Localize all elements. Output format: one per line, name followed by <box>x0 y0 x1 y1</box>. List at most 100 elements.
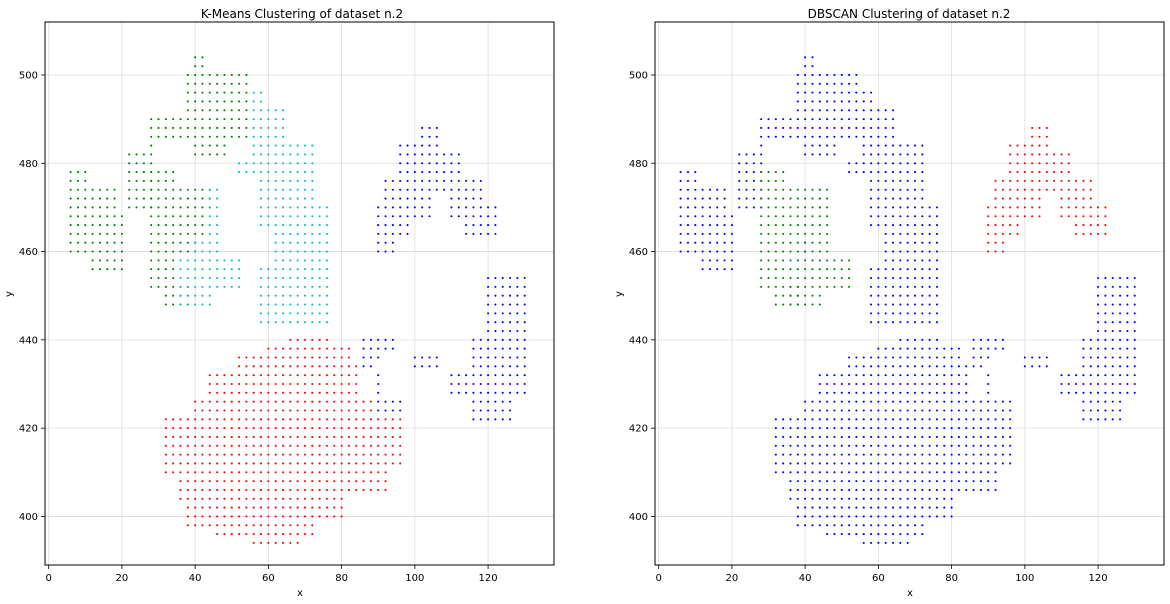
data-point <box>311 338 314 341</box>
data-point <box>523 356 526 359</box>
data-point <box>774 241 777 244</box>
data-point <box>303 506 307 509</box>
data-point <box>906 215 909 218</box>
data-point <box>833 144 836 147</box>
data-point <box>186 206 189 209</box>
x-tick-label: 0 <box>45 573 51 584</box>
data-point <box>1133 356 1136 359</box>
data-point <box>296 533 299 536</box>
data-point <box>1089 179 1092 182</box>
data-point <box>435 365 438 368</box>
data-point <box>223 277 226 280</box>
data-point <box>318 471 321 474</box>
data-point <box>760 118 763 121</box>
data-point <box>91 259 94 262</box>
data-point <box>281 488 285 492</box>
data-point <box>267 197 270 200</box>
data-point <box>311 462 314 465</box>
data-point <box>391 435 394 439</box>
data-point <box>443 179 446 182</box>
y-tick-label: 460 <box>19 247 38 258</box>
data-point <box>399 162 402 165</box>
data-point <box>106 215 109 218</box>
data-point <box>928 224 931 227</box>
data-point <box>921 171 924 174</box>
data-point <box>303 259 307 262</box>
data-point <box>921 268 924 271</box>
data-point <box>811 285 814 288</box>
data-point <box>818 435 821 439</box>
data-point <box>509 347 512 350</box>
data-point <box>899 418 902 421</box>
data-point <box>296 471 299 474</box>
data-point <box>164 118 167 121</box>
data-point <box>230 418 233 421</box>
data-point <box>172 303 175 306</box>
data-point <box>870 206 873 209</box>
data-point <box>194 488 197 492</box>
data-point <box>877 162 880 165</box>
data-point <box>826 462 829 465</box>
data-point <box>84 215 87 218</box>
data-point <box>289 356 292 359</box>
data-point <box>260 365 263 368</box>
data-point <box>194 126 197 129</box>
data-point <box>891 109 895 112</box>
data-point <box>884 179 887 182</box>
data-point <box>686 224 690 227</box>
data-point <box>855 515 858 518</box>
data-point <box>296 197 299 200</box>
data-point <box>186 285 189 288</box>
data-point <box>274 197 277 200</box>
data-point <box>965 374 968 377</box>
data-point <box>987 435 990 439</box>
data-point <box>987 215 990 218</box>
data-point <box>950 347 953 350</box>
data-point <box>472 365 475 368</box>
data-point <box>884 232 887 235</box>
data-point <box>318 294 321 297</box>
data-point <box>186 197 189 200</box>
data-point <box>325 497 329 500</box>
data-point <box>347 480 350 483</box>
data-point <box>252 533 255 536</box>
data-point <box>891 480 895 483</box>
data-point <box>245 435 248 439</box>
data-point <box>245 453 248 456</box>
data-point <box>311 382 314 386</box>
data-point <box>194 224 197 227</box>
data-point <box>179 427 182 430</box>
data-point <box>891 241 895 244</box>
data-point <box>238 118 241 121</box>
data-point <box>767 285 770 288</box>
y-tick-label: 400 <box>629 512 648 523</box>
y-tick-label: 440 <box>629 335 648 346</box>
data-point <box>428 144 431 147</box>
data-point <box>1001 250 1004 253</box>
data-point <box>723 241 726 244</box>
data-point <box>877 444 880 447</box>
data-point <box>223 374 226 377</box>
data-point <box>1016 179 1019 182</box>
data-point <box>179 497 182 500</box>
data-point <box>450 188 453 191</box>
data-point <box>1053 153 1056 156</box>
data-point <box>164 206 167 209</box>
data-point <box>230 400 233 403</box>
data-point <box>906 259 909 262</box>
data-point <box>172 427 175 430</box>
data-point <box>399 400 402 403</box>
data-point <box>216 453 219 456</box>
data-point <box>1082 418 1085 421</box>
data-point <box>870 365 873 368</box>
data-point <box>862 374 865 377</box>
data-point <box>245 162 248 165</box>
data-point <box>899 365 902 368</box>
data-point <box>818 480 821 483</box>
data-point <box>1045 365 1048 368</box>
data-point <box>965 488 968 492</box>
data-point <box>957 427 960 430</box>
data-point <box>913 347 917 350</box>
data-point <box>965 480 968 483</box>
